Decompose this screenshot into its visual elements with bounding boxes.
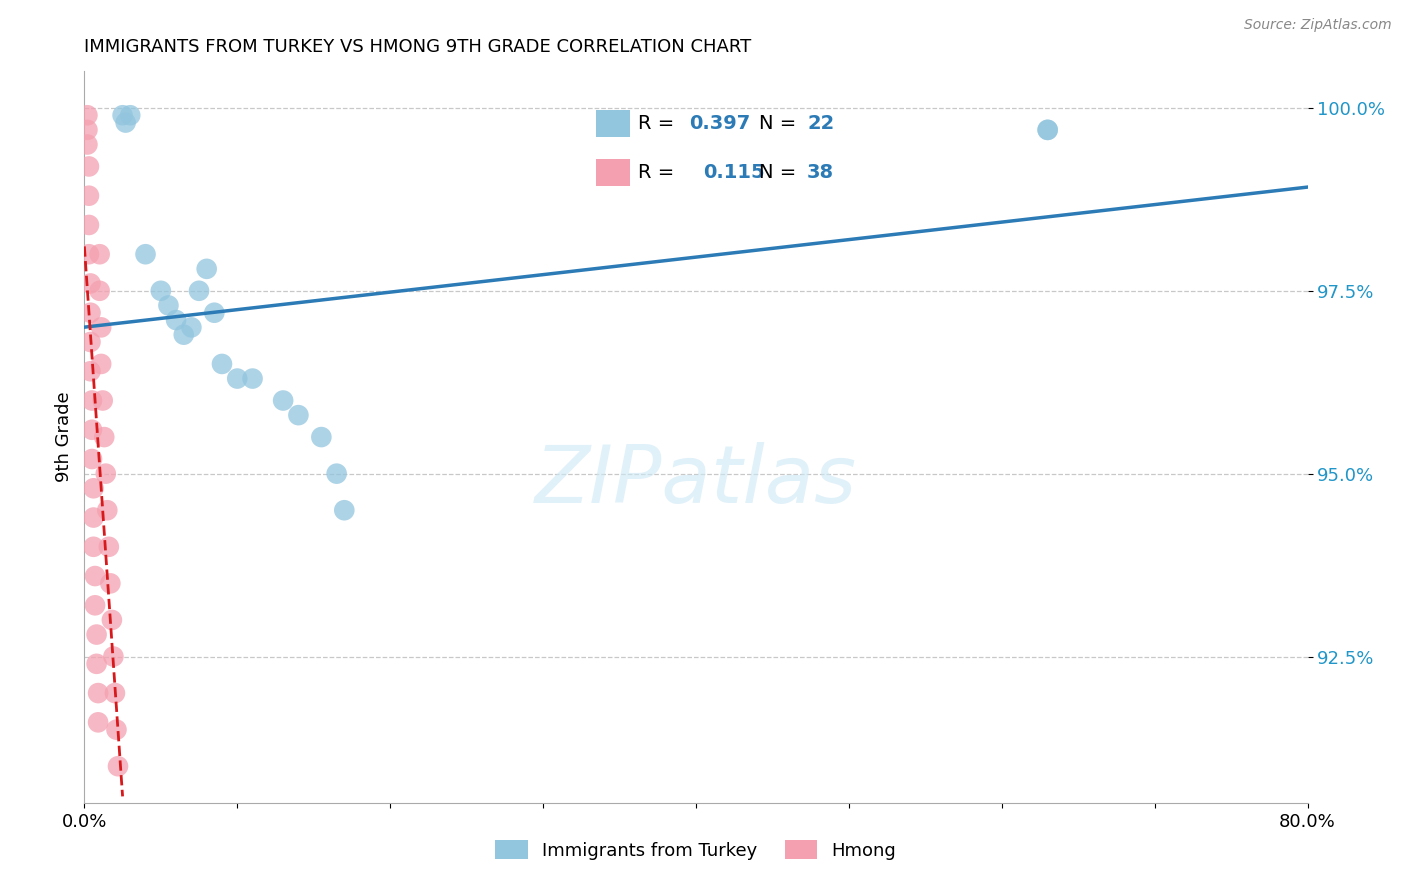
- Point: [97, 540, 120, 554]
- Point: [271, 393, 294, 408]
- Text: ZIPatlas: ZIPatlas: [534, 442, 858, 520]
- Point: [149, 284, 172, 298]
- Text: R =: R =: [638, 163, 688, 182]
- Point: [77, 160, 100, 174]
- Text: N =: N =: [759, 163, 803, 182]
- Point: [157, 298, 180, 312]
- Text: 22: 22: [807, 114, 834, 133]
- Point: [135, 247, 157, 261]
- Point: [76, 123, 98, 137]
- Point: [101, 613, 124, 627]
- Y-axis label: 9th Grade: 9th Grade: [55, 392, 73, 483]
- Point: [86, 627, 108, 641]
- Point: [87, 686, 110, 700]
- Point: [111, 108, 134, 122]
- Point: [87, 715, 110, 730]
- Point: [333, 503, 356, 517]
- Point: [165, 313, 187, 327]
- Point: [86, 657, 108, 671]
- Point: [94, 467, 117, 481]
- Point: [83, 481, 105, 495]
- Point: [79, 277, 101, 291]
- Point: [325, 467, 347, 481]
- Point: [1036, 123, 1059, 137]
- Point: [242, 371, 264, 385]
- Point: [83, 540, 105, 554]
- Point: [226, 371, 249, 385]
- Point: [77, 218, 100, 232]
- Point: [80, 393, 103, 408]
- Point: [173, 327, 195, 342]
- Point: [90, 357, 112, 371]
- Point: [188, 284, 211, 298]
- Point: [84, 599, 107, 613]
- FancyBboxPatch shape: [596, 110, 630, 137]
- Point: [76, 137, 98, 152]
- Text: 38: 38: [807, 163, 834, 182]
- Point: [114, 115, 136, 129]
- Point: [104, 686, 127, 700]
- Point: [80, 452, 103, 467]
- Point: [90, 320, 112, 334]
- Text: 0.115: 0.115: [703, 163, 765, 182]
- Text: N =: N =: [759, 114, 803, 133]
- Point: [89, 247, 111, 261]
- Point: [105, 723, 128, 737]
- Text: 0.397: 0.397: [689, 114, 751, 133]
- Point: [84, 569, 107, 583]
- Text: Source: ZipAtlas.com: Source: ZipAtlas.com: [1244, 18, 1392, 32]
- Point: [79, 364, 101, 378]
- Point: [80, 423, 103, 437]
- Point: [107, 759, 129, 773]
- Point: [1036, 123, 1059, 137]
- Point: [79, 334, 101, 349]
- Point: [96, 503, 118, 517]
- Point: [211, 357, 233, 371]
- Point: [202, 306, 225, 320]
- Point: [195, 261, 218, 276]
- Point: [77, 247, 100, 261]
- Point: [76, 108, 98, 122]
- Point: [77, 188, 100, 202]
- Legend: Immigrants from Turkey, Hmong: Immigrants from Turkey, Hmong: [488, 833, 904, 867]
- Point: [98, 576, 121, 591]
- Point: [287, 408, 309, 422]
- FancyBboxPatch shape: [596, 159, 630, 186]
- Text: R =: R =: [638, 114, 681, 133]
- Point: [120, 108, 142, 122]
- Point: [91, 393, 114, 408]
- Point: [180, 320, 202, 334]
- Point: [83, 510, 105, 524]
- Point: [79, 306, 101, 320]
- Point: [103, 649, 125, 664]
- Point: [93, 430, 115, 444]
- Point: [311, 430, 333, 444]
- Text: IMMIGRANTS FROM TURKEY VS HMONG 9TH GRADE CORRELATION CHART: IMMIGRANTS FROM TURKEY VS HMONG 9TH GRAD…: [84, 38, 752, 56]
- Point: [89, 284, 111, 298]
